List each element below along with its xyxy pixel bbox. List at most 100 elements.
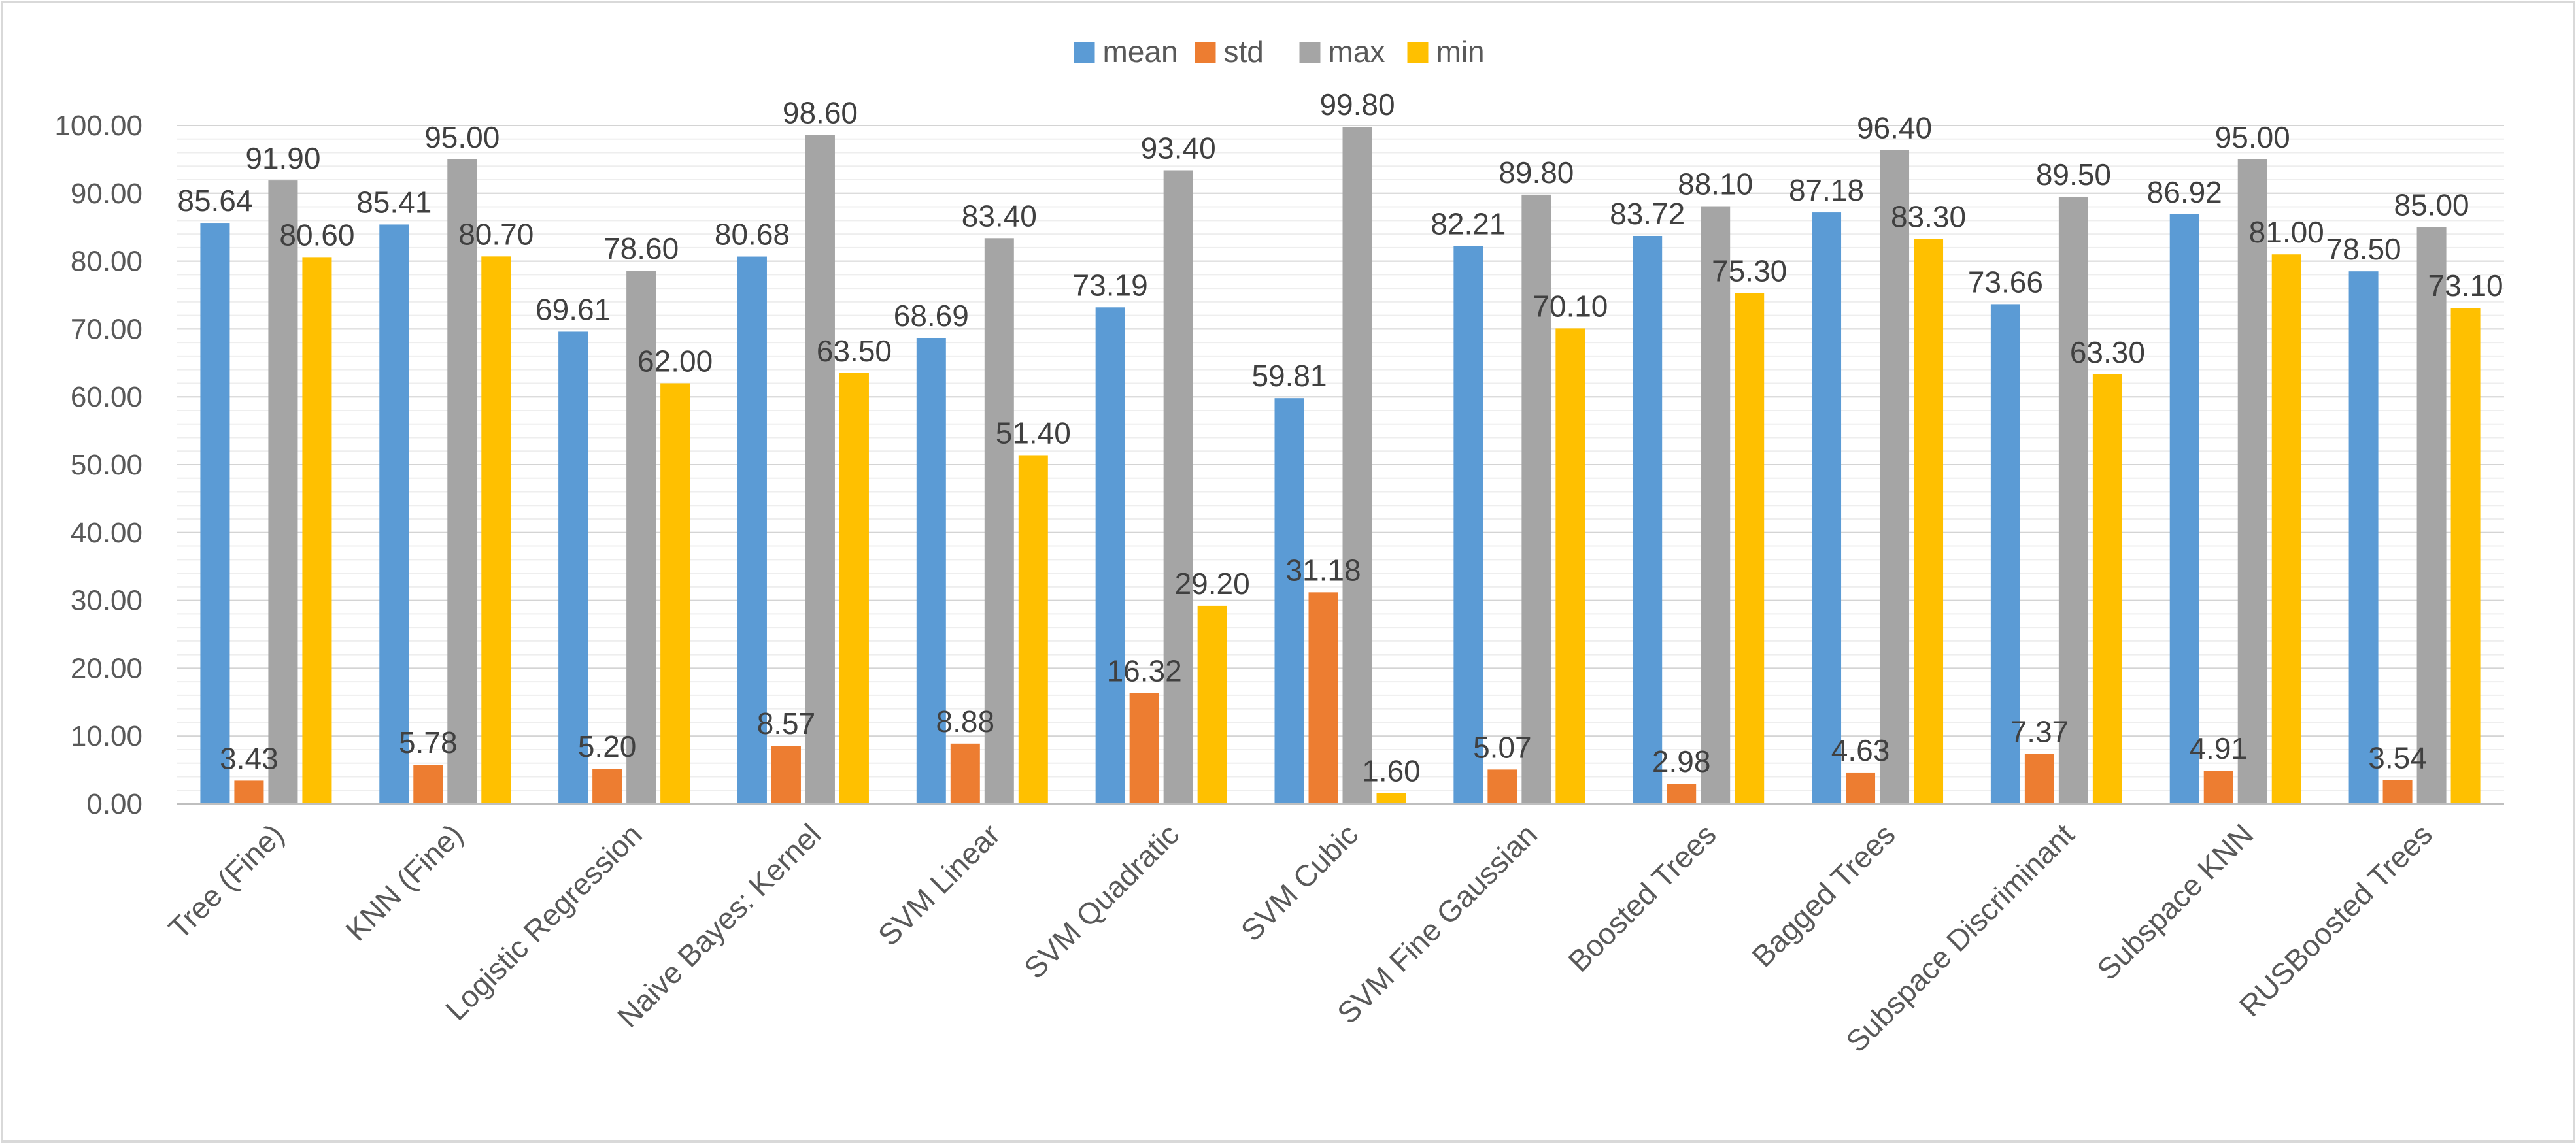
bar-min [2271, 254, 2301, 805]
bar-max [805, 135, 835, 805]
bar-mean [1990, 304, 2020, 805]
data-label-min: 81.00 [2249, 215, 2324, 249]
bar-min [1018, 455, 1048, 804]
data-label-min: 29.20 [1175, 567, 1250, 601]
bar-max [1880, 150, 1910, 805]
data-label-max: 83.40 [962, 199, 1037, 233]
legend-label-max: max [1329, 35, 1385, 69]
data-label-mean: 85.41 [356, 185, 432, 219]
bar-min [1555, 328, 1585, 804]
data-label-std: 4.91 [2189, 731, 2248, 765]
bar-std [1308, 592, 1338, 804]
bar-min [660, 383, 690, 804]
y-tick-label: 20.00 [71, 652, 143, 684]
bar-max [1701, 206, 1731, 805]
bar-min [1914, 239, 1944, 804]
bar-mean [1453, 246, 1483, 805]
data-label-min: 75.30 [1712, 254, 1787, 288]
legend: mean std max min [1074, 35, 1485, 69]
bar-max [2058, 196, 2088, 804]
bar-max [2237, 159, 2267, 804]
data-label-min: 83.30 [1891, 199, 1966, 233]
bar-mean [1274, 398, 1304, 804]
bar-mean [737, 256, 767, 804]
bar-std [950, 743, 980, 804]
data-label-std: 3.43 [220, 741, 279, 775]
data-label-std: 7.37 [2010, 714, 2069, 748]
bar-mean [1812, 212, 1842, 804]
legend-swatch-min [1407, 42, 1429, 63]
data-label-max: 78.60 [603, 231, 679, 265]
data-label-min: 73.10 [2428, 269, 2503, 303]
bar-std [2382, 780, 2413, 804]
legend-item-max: max [1299, 35, 1385, 69]
legend-swatch-mean [1074, 42, 1095, 63]
bar-mean [2348, 271, 2379, 804]
data-label-std: 31.18 [1285, 553, 1361, 587]
bar-std [771, 746, 801, 804]
data-label-std: 3.54 [2368, 740, 2427, 774]
bar-max [1163, 170, 1193, 804]
y-tick-label: 10.00 [71, 720, 143, 752]
bar-max [984, 238, 1014, 805]
data-label-std: 5.07 [1473, 730, 1532, 764]
bar-min [1735, 293, 1765, 804]
data-label-std: 5.20 [578, 729, 637, 763]
data-labels: 85.64 85.41 69.61 80.68 68.69 73.19 59.81 82.21… [177, 88, 2503, 788]
bar-mean [558, 331, 588, 804]
data-label-std: 8.57 [757, 706, 816, 740]
legend-item-std: std [1195, 35, 1264, 69]
y-tick-label: 60.00 [71, 381, 143, 413]
data-label-mean: 69.61 [535, 292, 611, 326]
bar-std [1129, 693, 1159, 804]
data-label-min: 80.60 [279, 218, 354, 252]
bar-std [1846, 772, 1876, 804]
bar-std [2203, 771, 2233, 804]
y-axis-tick-labels: 0.00 10.00 20.00 30.00 40.00 50.00 60.00 70.00 8… [54, 110, 143, 820]
bar-max [268, 180, 298, 804]
data-label-max: 88.10 [1678, 167, 1753, 201]
bar-mean [379, 224, 409, 804]
data-label-max: 95.00 [424, 120, 500, 154]
bar-mean [916, 337, 946, 804]
legend-label-mean: mean [1103, 35, 1178, 69]
bar-min [839, 373, 869, 804]
data-label-max: 89.50 [2036, 158, 2111, 191]
bar-mean [1095, 307, 1125, 804]
y-tick-label: 50.00 [71, 449, 143, 481]
data-label-max: 98.60 [783, 96, 858, 130]
bar-mean [1633, 235, 1663, 804]
bar-std [592, 769, 622, 804]
data-label-max: 85.00 [2394, 188, 2469, 222]
bar-mean [2169, 214, 2199, 804]
bars [200, 127, 2481, 805]
legend-swatch-std [1195, 42, 1216, 63]
bar-min [302, 257, 332, 804]
data-label-mean: 78.50 [2326, 232, 2401, 266]
data-label-mean: 80.68 [715, 218, 790, 252]
bar-min [2092, 374, 2122, 804]
data-label-max: 95.00 [2215, 120, 2290, 154]
data-label-max: 96.40 [1857, 110, 1932, 144]
data-label-mean: 87.18 [1789, 173, 1864, 207]
bar-max [447, 159, 477, 804]
data-label-min: 63.50 [817, 334, 892, 368]
bar-std [234, 780, 264, 804]
data-label-std: 5.78 [399, 725, 458, 759]
data-label-mean: 73.19 [1073, 268, 1148, 302]
data-label-min: 70.10 [1533, 289, 1608, 323]
data-label-mean: 86.92 [2147, 175, 2222, 209]
data-label-std: 4.63 [1831, 733, 1890, 767]
data-label-mean: 73.66 [1968, 265, 2043, 299]
data-label-max: 99.80 [1319, 88, 1395, 122]
bar-mean [200, 223, 230, 805]
legend-item-mean: mean [1074, 35, 1178, 69]
y-tick-label: 90.00 [71, 178, 143, 210]
bar-max [1521, 194, 1551, 805]
bar-std [2024, 754, 2054, 804]
y-tick-label: 0.00 [86, 788, 143, 820]
bar-max [626, 271, 656, 805]
bar-max [1342, 127, 1372, 804]
